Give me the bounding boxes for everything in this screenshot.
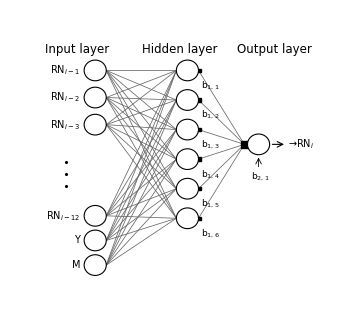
Circle shape [176, 208, 199, 228]
Circle shape [176, 119, 199, 140]
Circle shape [176, 178, 199, 199]
Text: Hidden layer: Hidden layer [142, 43, 217, 56]
Polygon shape [189, 217, 201, 220]
Text: Y: Y [74, 236, 80, 245]
Text: b$_{2,1}$: b$_{2,1}$ [251, 171, 269, 183]
Circle shape [176, 149, 199, 170]
Circle shape [84, 114, 106, 135]
Circle shape [84, 230, 106, 251]
Text: b$_{1,3}$: b$_{1,3}$ [201, 139, 220, 151]
Polygon shape [189, 157, 201, 161]
Circle shape [84, 60, 106, 81]
Text: RN$_{i-12}$: RN$_{i-12}$ [46, 209, 80, 223]
Text: →RN$_i$: →RN$_i$ [288, 138, 314, 151]
Circle shape [248, 134, 270, 155]
Text: b$_{1,2}$: b$_{1,2}$ [201, 109, 220, 121]
Polygon shape [241, 141, 248, 148]
Circle shape [84, 255, 106, 276]
Text: b$_{1,6}$: b$_{1,6}$ [201, 228, 220, 240]
Text: Input layer: Input layer [45, 43, 109, 56]
Circle shape [176, 60, 199, 81]
Text: b$_{1,1}$: b$_{1,1}$ [201, 80, 220, 92]
Circle shape [176, 90, 199, 110]
Text: RN$_{i-3}$: RN$_{i-3}$ [50, 118, 80, 132]
Polygon shape [189, 69, 201, 72]
Text: b$_{1,4}$: b$_{1,4}$ [201, 168, 220, 180]
Polygon shape [189, 187, 201, 190]
Text: b$_{1,5}$: b$_{1,5}$ [201, 198, 220, 210]
Text: M: M [72, 260, 80, 270]
Polygon shape [189, 98, 201, 102]
Text: Output layer: Output layer [237, 43, 312, 56]
Text: RN$_{i-1}$: RN$_{i-1}$ [50, 64, 80, 77]
Text: RN$_{i-2}$: RN$_{i-2}$ [50, 91, 80, 104]
Circle shape [84, 87, 106, 108]
Polygon shape [189, 128, 201, 131]
Circle shape [84, 205, 106, 226]
